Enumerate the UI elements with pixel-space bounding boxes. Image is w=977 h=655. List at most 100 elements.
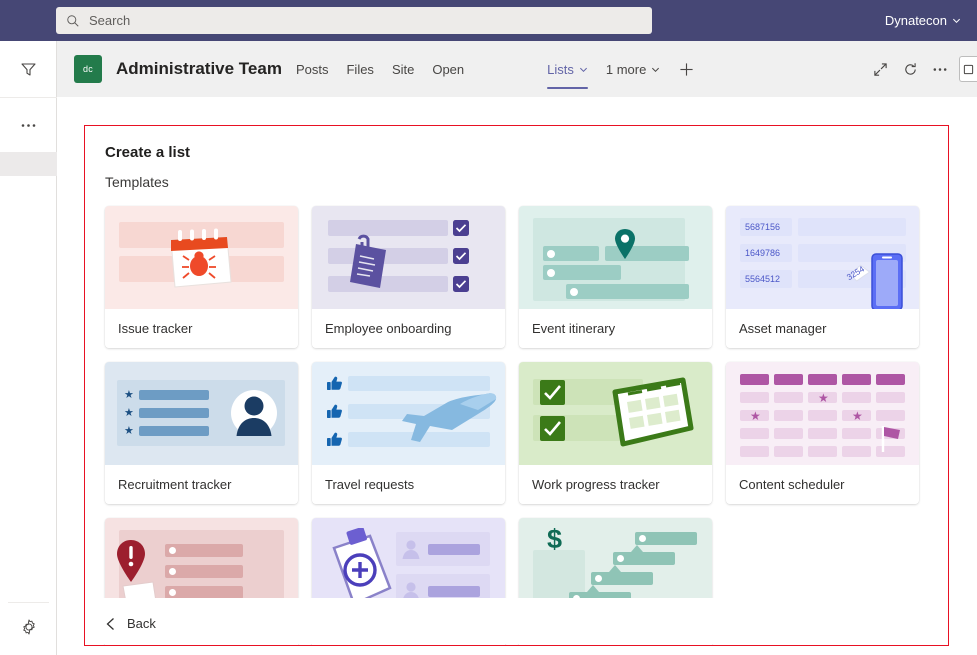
- create-list-panel: Create a list Templates: [84, 125, 949, 646]
- template-card-content-scheduler[interactable]: ★ ★ ★ Content scheduler: [726, 362, 919, 504]
- template-card-issue-tracker[interactable]: Issue tracker: [105, 206, 298, 348]
- template-art-issue-tracker: [105, 206, 298, 309]
- rail-divider: [0, 97, 57, 98]
- template-label: Content scheduler: [726, 465, 919, 504]
- back-button[interactable]: Back: [105, 616, 156, 631]
- template-label: Work progress tracker: [519, 465, 712, 504]
- calendar-grid-icon: [612, 377, 694, 447]
- template-label: Employee onboarding: [312, 309, 505, 348]
- arrow-up-icon: [631, 545, 643, 561]
- app-header: dc Administrative Team Posts Files Site …: [57, 41, 977, 97]
- chevron-down-icon: [652, 67, 660, 72]
- asset-number: 5687156: [745, 222, 781, 232]
- template-card-work-progress-tracker[interactable]: Work progress tracker: [519, 362, 712, 504]
- person-avatar-icon: [231, 390, 277, 436]
- template-art-employee-onboarding: [312, 206, 505, 309]
- checkbox-checked-icon: [540, 380, 565, 405]
- search-input[interactable]: Search: [56, 7, 652, 34]
- thumbs-up-icon: [327, 376, 342, 390]
- header-link-posts[interactable]: Posts: [295, 61, 329, 77]
- filter-icon: [21, 62, 36, 76]
- edge-partial-button[interactable]: [959, 56, 977, 82]
- plus-icon: [680, 62, 693, 76]
- arrow-up-icon: [587, 585, 599, 601]
- tab-lists[interactable]: Lists: [538, 41, 597, 97]
- back-label: Back: [127, 616, 156, 631]
- header-link-files[interactable]: Files: [346, 61, 374, 77]
- location-pin-icon: [615, 229, 635, 259]
- chevron-down-icon: [952, 18, 961, 24]
- header-links: Posts Files Site Open: [296, 62, 464, 77]
- template-card-asset-manager[interactable]: 5687156 1649786 5564512 3254 Asset manag…: [726, 206, 919, 348]
- tab-lists-label: Lists: [547, 61, 574, 77]
- check-badge-icon: [453, 248, 469, 264]
- thumbs-up-icon: [327, 432, 342, 446]
- more-options-button[interactable]: [925, 41, 955, 97]
- header-link-open[interactable]: Open: [432, 61, 465, 77]
- airplane-icon: [402, 393, 497, 442]
- rail-settings-button[interactable]: [0, 607, 57, 647]
- expand-button[interactable]: [865, 41, 895, 97]
- top-bar: Search Dynatecon: [0, 0, 977, 41]
- phone-icon: [854, 253, 903, 309]
- tenant-switcher[interactable]: Dynatecon: [877, 0, 969, 41]
- team-avatar: dc: [74, 55, 102, 83]
- template-label: Travel requests: [312, 465, 505, 504]
- person-icon: [402, 540, 420, 559]
- search-placeholder: Search: [89, 13, 131, 28]
- rail-filter-button[interactable]: [0, 41, 57, 97]
- rail-selection-highlight: [0, 152, 57, 176]
- tab-one-more[interactable]: 1 more: [597, 41, 669, 97]
- template-art-content-scheduler: ★ ★ ★: [726, 362, 919, 465]
- expand-icon: [873, 62, 887, 76]
- thumbs-up-icon: [327, 404, 342, 418]
- check-badge-icon: [453, 276, 469, 292]
- left-rail: [0, 41, 57, 655]
- square-icon: [963, 64, 974, 74]
- tab-one-more-label: 1 more: [605, 61, 647, 77]
- tab-strip: Lists 1 more: [538, 41, 703, 97]
- template-label: Issue tracker: [105, 309, 298, 348]
- template-card-employee-onboarding[interactable]: Employee onboarding: [312, 206, 505, 348]
- template-art-recruitment-tracker: ★ ★ ★: [105, 362, 298, 465]
- flag-icon: [881, 426, 900, 452]
- dollar-icon: $: [547, 524, 563, 554]
- ellipsis-icon: [933, 67, 947, 71]
- refresh-icon: [904, 62, 916, 75]
- ellipsis-icon: [21, 123, 36, 127]
- arrow-up-icon: [609, 565, 621, 581]
- rail-more-button[interactable]: [0, 98, 57, 152]
- bug-calendar-icon: [170, 228, 232, 288]
- panel-footer: [86, 598, 947, 644]
- gear-icon: [22, 619, 35, 635]
- template-art-asset-manager: 5687156 1649786 5564512 3254: [726, 206, 919, 309]
- header-link-site[interactable]: Site: [391, 61, 415, 77]
- template-grid: Issue tracker: [105, 206, 935, 645]
- template-label: Event itinerary: [519, 309, 712, 348]
- rail-bottom-divider: [8, 602, 49, 603]
- template-card-travel-requests[interactable]: Travel requests: [312, 362, 505, 504]
- asset-number: 1649786: [745, 248, 781, 258]
- template-art-travel-requests: [312, 362, 505, 465]
- chevron-left-icon: [106, 617, 114, 630]
- chevron-down-icon: [579, 67, 587, 72]
- panel-title: Create a list: [105, 144, 191, 161]
- search-icon: [67, 14, 79, 27]
- clipboard-document-icon: [350, 234, 386, 288]
- add-tab-button[interactable]: [669, 41, 703, 97]
- content-area: Create a list Templates: [57, 97, 977, 655]
- template-card-event-itinerary[interactable]: Event itinerary: [519, 206, 712, 348]
- tenant-label: Dynatecon: [884, 13, 947, 28]
- medical-clipboard-icon: [332, 528, 392, 606]
- template-label: Asset manager: [726, 309, 919, 348]
- header-actions: [865, 41, 977, 97]
- templates-heading: Templates: [105, 174, 169, 190]
- checkbox-checked-icon: [540, 416, 565, 441]
- refresh-button[interactable]: [895, 41, 925, 97]
- asset-number: 5564512: [745, 274, 781, 284]
- template-card-recruitment-tracker[interactable]: ★ ★ ★ Recruitment tracker: [105, 362, 298, 504]
- template-art-event-itinerary: [519, 206, 712, 309]
- template-label: Recruitment tracker: [105, 465, 298, 504]
- page-title: Administrative Team: [116, 59, 282, 78]
- check-badge-icon: [453, 220, 469, 236]
